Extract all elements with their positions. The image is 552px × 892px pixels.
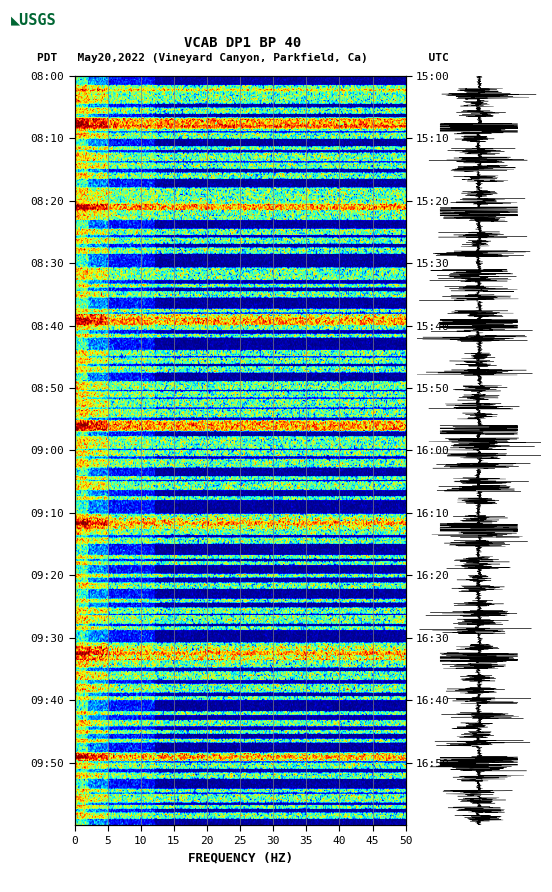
Text: VCAB DP1 BP 40: VCAB DP1 BP 40 — [184, 36, 301, 50]
X-axis label: FREQUENCY (HZ): FREQUENCY (HZ) — [188, 851, 293, 864]
Text: PDT   May20,2022 (Vineyard Canyon, Parkfield, Ca)         UTC: PDT May20,2022 (Vineyard Canyon, Parkfie… — [37, 53, 449, 63]
Text: ◣USGS: ◣USGS — [11, 12, 57, 27]
